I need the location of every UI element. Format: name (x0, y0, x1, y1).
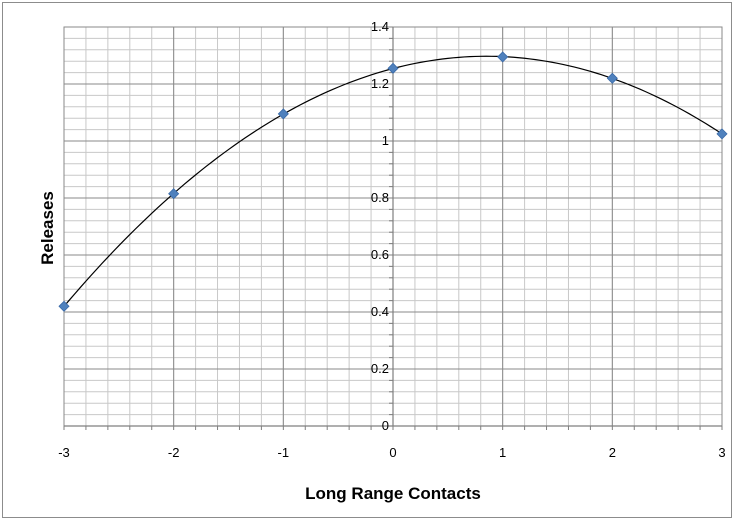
x-axis-title: Long Range Contacts (305, 484, 481, 503)
x-tick-label: 0 (389, 445, 396, 460)
x-tick-label: 2 (609, 445, 616, 460)
data-point (277, 108, 289, 120)
x-tick-label: -3 (58, 445, 70, 460)
y-tick-label: 0 (382, 418, 389, 433)
y-tick-label: 1 (382, 133, 389, 148)
data-point (387, 62, 399, 74)
x-tick-label: -2 (168, 445, 180, 460)
y-tick-label: 1.4 (371, 19, 389, 34)
y-tick-labels: 0 0.2 0.4 0.6 0.8 1 1.2 1.4 (371, 19, 389, 433)
data-point (168, 188, 180, 200)
data-point (716, 128, 728, 140)
x-tick-labels: -3 -2 -1 0 1 2 3 (58, 445, 725, 460)
y-tick-label: 0.6 (371, 247, 389, 262)
x-tick-label: 1 (499, 445, 506, 460)
y-tick-label: 0.4 (371, 304, 389, 319)
y-axis-title: Releases (38, 191, 57, 265)
data-points (58, 51, 728, 312)
y-tick-label: 1.2 (371, 76, 389, 91)
y-tick-label: 0.2 (371, 361, 389, 376)
axes (63, 26, 723, 430)
x-tick-label: -1 (278, 445, 290, 460)
y-tick-label: 0.8 (371, 190, 389, 205)
data-point (606, 72, 618, 84)
data-point (58, 300, 70, 312)
data-point (497, 51, 509, 63)
x-tick-label: 3 (718, 445, 725, 460)
